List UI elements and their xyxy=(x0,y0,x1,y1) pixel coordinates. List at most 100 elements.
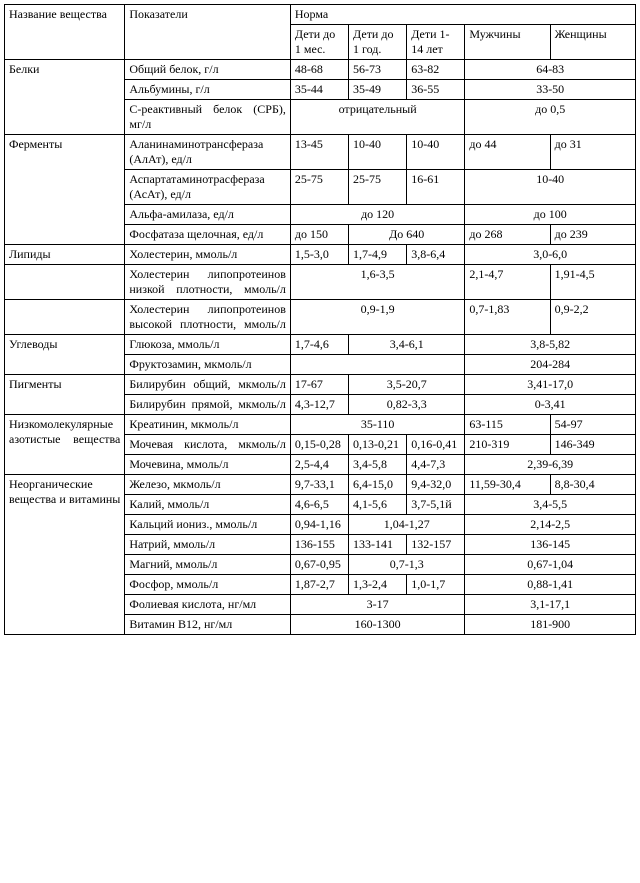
val: 2,5-4,4 xyxy=(290,455,348,475)
ind-label: Железо, мкмоль/л xyxy=(125,475,291,495)
val: 3-17 xyxy=(290,595,465,615)
val xyxy=(290,355,465,375)
val: 36-55 xyxy=(407,80,465,100)
group-empty xyxy=(5,265,125,300)
val: 11,59-30,4 xyxy=(465,475,550,495)
ind-label: Фосфатаза щелочная, ед/л xyxy=(125,225,291,245)
val: 4,1-5,6 xyxy=(349,495,407,515)
val: 0,13-0,21 xyxy=(349,435,407,455)
group-enzymes: Ферменты xyxy=(5,135,125,245)
val: до 31 xyxy=(550,135,635,170)
ind-label: Креатинин, мкмоль/л xyxy=(125,415,291,435)
ind-label: Билирубин прямой, мкмоль/л xyxy=(125,395,291,415)
val: до 100 xyxy=(465,205,636,225)
val: до 268 xyxy=(465,225,550,245)
val: 1,0-1,7 xyxy=(407,575,465,595)
ind-label: Холестерин липопротеинов высокой плотнос… xyxy=(125,300,291,335)
val: 1,6-3,5 xyxy=(290,265,465,300)
val: до 150 xyxy=(290,225,348,245)
val: 160-1300 xyxy=(290,615,465,635)
val: 56-73 xyxy=(349,60,407,80)
val: 0,16-0,41 xyxy=(407,435,465,455)
table-row: Холестерин липопротеинов высокой плотнос… xyxy=(5,300,636,335)
col-d2: Дети до 1 год. xyxy=(349,25,407,60)
val: 4,4-7,3 xyxy=(407,455,465,475)
col-indicator: Показатели xyxy=(125,5,291,60)
val: до 0,5 xyxy=(465,100,636,135)
val: 3,5-20,7 xyxy=(349,375,465,395)
table-row: Низкомолекулярные азотистые вещества Кре… xyxy=(5,415,636,435)
val: 3,4-5,5 xyxy=(465,495,636,515)
group-proteins: Белки xyxy=(5,60,125,135)
val: 181-900 xyxy=(465,615,636,635)
val: 10-40 xyxy=(407,135,465,170)
val: 1,3-2,4 xyxy=(349,575,407,595)
table-row: Пигменты Билирубин общий, мкмоль/л 17-67… xyxy=(5,375,636,395)
ind-label: Мочевая кислота, мкмоль/л xyxy=(125,435,291,455)
val: 210-319 xyxy=(465,435,550,455)
val: 0-3,41 xyxy=(465,395,636,415)
val: 1,5-3,0 xyxy=(290,245,348,265)
val: 17-67 xyxy=(290,375,348,395)
ind-label: Кальций иониз., ммоль/л xyxy=(125,515,291,535)
val: 10-40 xyxy=(349,135,407,170)
val: 0,9-1,9 xyxy=(290,300,465,335)
val: 9,4-32,0 xyxy=(407,475,465,495)
val: 4,6-6,5 xyxy=(290,495,348,515)
val: 25-75 xyxy=(290,170,348,205)
ind-label: Калий, ммоль/л xyxy=(125,495,291,515)
val: до 120 xyxy=(290,205,465,225)
val: 0,15-0,28 xyxy=(290,435,348,455)
table-row: Неорганические вещества и витамины Желез… xyxy=(5,475,636,495)
val: 1,91-4,5 xyxy=(550,265,635,300)
table-row: Белки Общий белок, г/л 48-68 56-73 63-82… xyxy=(5,60,636,80)
val: 6,4-15,0 xyxy=(349,475,407,495)
ind-label: С-реактивный белок (СРБ), мг/л xyxy=(125,100,291,135)
ind-label: Фосфор, ммоль/л xyxy=(125,575,291,595)
ind-label: Магний, ммоль/л xyxy=(125,555,291,575)
ind-label: Фолиевая кислота, нг/мл xyxy=(125,595,291,615)
ind-label: Общий белок, г/л xyxy=(125,60,291,80)
val: 0,94-1,16 xyxy=(290,515,348,535)
ind-label: Холестерин, ммоль/л xyxy=(125,245,291,265)
val: 63-115 xyxy=(465,415,550,435)
ind-label: Аспартатаминотрасфераза (АсАт), ед/л xyxy=(125,170,291,205)
table-row: Липиды Холестерин, ммоль/л 1,5-3,0 1,7-4… xyxy=(5,245,636,265)
ind-label: Витамин В12, нг/мл xyxy=(125,615,291,635)
col-norm: Норма xyxy=(290,5,635,25)
val: 3,7-5,1й xyxy=(407,495,465,515)
ind-label: Мочевина, ммоль/л xyxy=(125,455,291,475)
val: 1,7-4,9 xyxy=(349,245,407,265)
val: 3,0-6,0 xyxy=(465,245,636,265)
val: 63-82 xyxy=(407,60,465,80)
val: 4,3-12,7 xyxy=(290,395,348,415)
val: 8,8-30,4 xyxy=(550,475,635,495)
biochem-reference-table: Название вещества Показатели Норма Дети … xyxy=(4,4,636,635)
val: 54-97 xyxy=(550,415,635,435)
group-pigments: Пигменты xyxy=(5,375,125,415)
val: 136-145 xyxy=(465,535,636,555)
ind-label: Альфа-амилаза, ед/л xyxy=(125,205,291,225)
val: 204-284 xyxy=(465,355,636,375)
col-women: Женщины xyxy=(550,25,635,60)
val: 136-155 xyxy=(290,535,348,555)
table-row: Ферменты Аланинаминотрансфераза (АлАт), … xyxy=(5,135,636,170)
ind-label: Фруктозамин, мкмоль/л xyxy=(125,355,291,375)
val: 48-68 xyxy=(290,60,348,80)
ind-label: Натрий, ммоль/л xyxy=(125,535,291,555)
ind-label: Билирубин общий, мкмоль/л xyxy=(125,375,291,395)
val: 133-141 xyxy=(349,535,407,555)
val: 35-110 xyxy=(290,415,465,435)
val: До 640 xyxy=(349,225,465,245)
val: 64-83 xyxy=(465,60,636,80)
val: 146-349 xyxy=(550,435,635,455)
ind-label: Глюкоза, ммоль/л xyxy=(125,335,291,355)
val: 35-49 xyxy=(349,80,407,100)
val: 25-75 xyxy=(349,170,407,205)
col-d1: Дети до 1 мес. xyxy=(290,25,348,60)
val: 16-61 xyxy=(407,170,465,205)
header-row-1: Название вещества Показатели Норма xyxy=(5,5,636,25)
val: 0,9-2,2 xyxy=(550,300,635,335)
table-row: Углеводы Глюкоза, ммоль/л 1,7-4,6 3,4-6,… xyxy=(5,335,636,355)
val: 3,8-5,82 xyxy=(465,335,636,355)
